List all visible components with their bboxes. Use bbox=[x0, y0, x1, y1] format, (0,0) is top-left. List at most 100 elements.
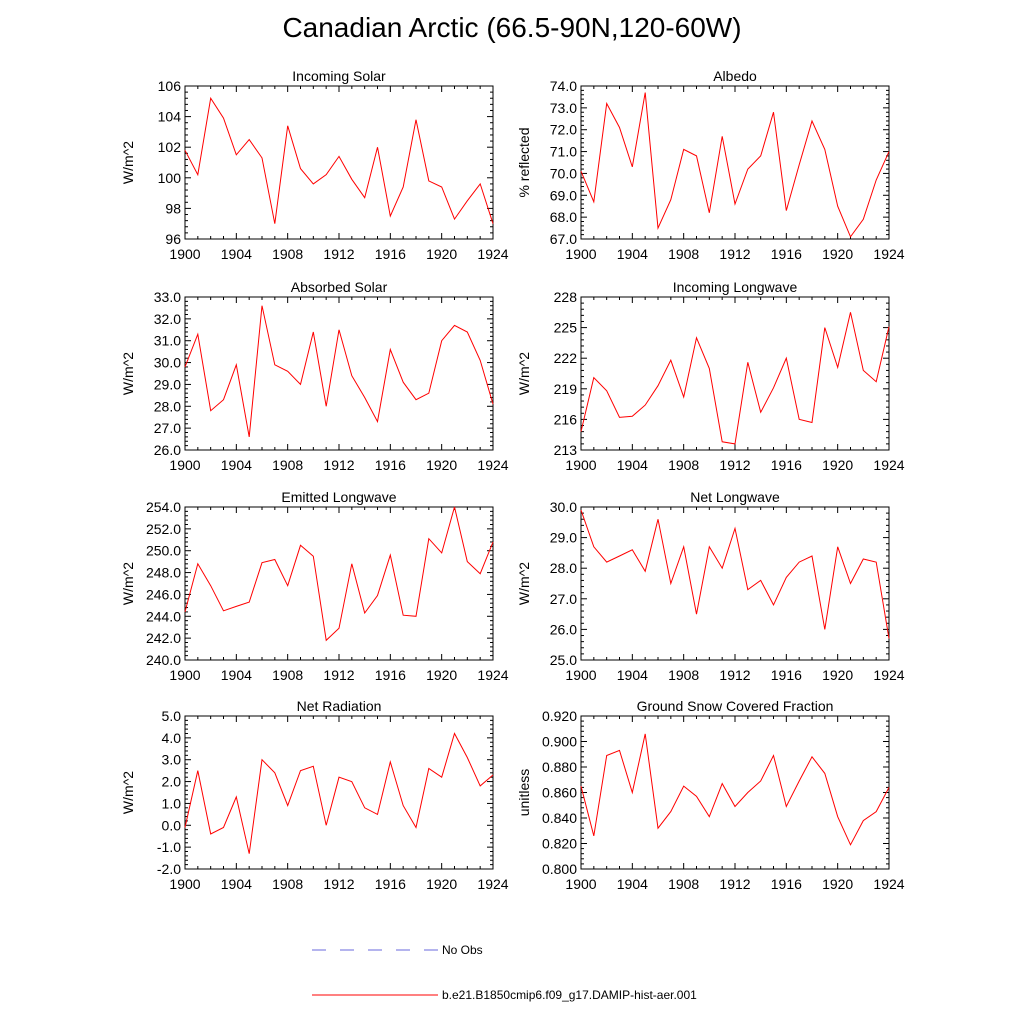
x-tick-label: 1912 bbox=[719, 876, 750, 892]
panel-absorbed-solar: Absorbed Solar W/m^2 26.0 27.0 28.0 29.0 30.0 3… bbox=[120, 279, 509, 473]
x-tick-label: 1900 bbox=[565, 667, 596, 683]
y-tick-label: 242.0 bbox=[146, 630, 181, 646]
panel-title: Incoming Solar bbox=[292, 68, 386, 84]
x-tick-label: 1916 bbox=[375, 876, 406, 892]
x-tick-label: 1908 bbox=[668, 667, 699, 683]
legend-label-no-obs: No Obs bbox=[442, 943, 483, 957]
y-tick-label: 5.0 bbox=[162, 708, 182, 724]
y-tick-label: 219 bbox=[554, 381, 578, 397]
x-tick-label: 1904 bbox=[221, 457, 252, 473]
y-tick-label: 213 bbox=[554, 442, 578, 458]
x-tick-label: 1912 bbox=[719, 667, 750, 683]
x-tick-label: 1904 bbox=[221, 876, 252, 892]
y-tick-label: 225 bbox=[554, 320, 578, 336]
y-tick-label: 4.0 bbox=[162, 730, 182, 746]
y-axis-label: unitless bbox=[516, 769, 532, 816]
x-tick-label: 1924 bbox=[873, 457, 904, 473]
panel-emitted-longwave: Emitted Longwave W/m^2 240.0 242.0 244.0 246.… bbox=[120, 489, 509, 683]
x-tick-label: 1908 bbox=[272, 246, 303, 262]
series-line-net-radiation bbox=[184, 732, 494, 854]
panel-title: Albedo bbox=[713, 68, 757, 84]
y-tick-label: 67.0 bbox=[550, 231, 577, 247]
x-tick-label: 1900 bbox=[565, 457, 596, 473]
x-tick-label: 1920 bbox=[426, 876, 457, 892]
y-tick-label: 28.0 bbox=[550, 560, 577, 576]
y-tick-label: 33.0 bbox=[154, 289, 181, 305]
x-tick-label: 1916 bbox=[771, 457, 802, 473]
y-tick-label: 72.0 bbox=[550, 122, 577, 138]
x-tick-label: 1924 bbox=[873, 667, 904, 683]
y-tick-label: 2.0 bbox=[162, 774, 182, 790]
x-tick-label: 1904 bbox=[221, 667, 252, 683]
y-tick-label: 71.0 bbox=[550, 144, 577, 160]
y-tick-label: 26.0 bbox=[154, 442, 181, 458]
x-tick-label: 1916 bbox=[771, 246, 802, 262]
panel-net-radiation: Net Radiation W/m^2 -2.0 -1.0 0.0 1.0 2.0 3.0 4.… bbox=[120, 698, 509, 892]
x-tick-label: 1908 bbox=[272, 457, 303, 473]
y-tick-label: 222 bbox=[554, 350, 578, 366]
x-tick-label: 1912 bbox=[323, 457, 354, 473]
y-tick-label: 246.0 bbox=[146, 586, 181, 602]
panel-title: Net Radiation bbox=[297, 698, 382, 714]
y-tick-label: 1.0 bbox=[162, 795, 182, 811]
y-tick-label: 0.820 bbox=[542, 836, 577, 852]
y-tick-label: 69.0 bbox=[550, 187, 577, 203]
plot-frame bbox=[184, 85, 494, 240]
y-tick-label: 70.0 bbox=[550, 165, 577, 181]
x-tick-label: 1912 bbox=[719, 246, 750, 262]
y-tick-label: 100 bbox=[158, 170, 182, 186]
figure-title: Canadian Arctic (66.5-90N,120-60W) bbox=[282, 12, 742, 43]
x-tick-label: 1904 bbox=[617, 246, 648, 262]
series-line-ground-snow-covered-fraction bbox=[580, 733, 890, 846]
y-tick-label: 96 bbox=[165, 231, 181, 247]
series-line-absorbed-solar bbox=[184, 305, 494, 437]
y-tick-label: 0.800 bbox=[542, 861, 577, 877]
y-tick-label: 228 bbox=[554, 289, 578, 305]
series-line-incoming-solar bbox=[184, 96, 494, 224]
y-tick-label: 68.0 bbox=[550, 209, 577, 225]
plot-frame bbox=[580, 715, 890, 870]
x-tick-label: 1900 bbox=[169, 876, 200, 892]
y-tick-label: 244.0 bbox=[146, 608, 181, 624]
panel-title: Emitted Longwave bbox=[281, 489, 396, 505]
x-tick-label: 1912 bbox=[719, 457, 750, 473]
series-line-incoming-longwave bbox=[580, 312, 890, 445]
y-tick-label: 240.0 bbox=[146, 652, 181, 668]
x-tick-label: 1908 bbox=[272, 876, 303, 892]
panel-title: Ground Snow Covered Fraction bbox=[637, 698, 834, 714]
x-tick-label: 1904 bbox=[617, 457, 648, 473]
y-axis-label: W/m^2 bbox=[120, 141, 136, 184]
panel-title: Net Longwave bbox=[690, 489, 780, 505]
x-tick-label: 1912 bbox=[323, 667, 354, 683]
y-tick-label: 31.0 bbox=[154, 333, 181, 349]
plot-frame bbox=[580, 85, 890, 240]
panel-net-longwave: Net Longwave W/m^2 25.0 26.0 27.0 28.0 29.0 30.… bbox=[516, 489, 905, 683]
x-tick-label: 1924 bbox=[477, 457, 508, 473]
y-tick-label: 0.860 bbox=[542, 785, 577, 801]
y-tick-label: 3.0 bbox=[162, 752, 182, 768]
y-tick-label: 98 bbox=[165, 200, 181, 216]
x-tick-label: 1920 bbox=[426, 457, 457, 473]
y-axis-label: W/m^2 bbox=[120, 352, 136, 395]
x-tick-label: 1920 bbox=[426, 667, 457, 683]
y-tick-label: 27.0 bbox=[550, 591, 577, 607]
x-tick-label: 1924 bbox=[873, 876, 904, 892]
y-tick-label: 26.0 bbox=[550, 621, 577, 637]
x-tick-label: 1916 bbox=[375, 457, 406, 473]
y-tick-label: 32.0 bbox=[154, 311, 181, 327]
legend: No Obs b.e21.B1850cmip6.f09_g17.DAMIP-hi… bbox=[312, 943, 697, 1002]
y-tick-label: 102 bbox=[158, 139, 182, 155]
x-tick-label: 1916 bbox=[375, 246, 406, 262]
x-tick-label: 1908 bbox=[272, 667, 303, 683]
y-axis-label: % reflected bbox=[516, 127, 532, 197]
x-tick-label: 1924 bbox=[477, 246, 508, 262]
x-tick-label: 1920 bbox=[822, 246, 853, 262]
x-tick-label: 1920 bbox=[426, 246, 457, 262]
panel-ground-snow-covered-fraction: Ground Snow Covered Fraction unitless 0.80… bbox=[516, 698, 905, 892]
x-tick-label: 1900 bbox=[169, 457, 200, 473]
plot-frame bbox=[580, 296, 890, 451]
y-tick-label: 73.0 bbox=[550, 100, 577, 116]
x-tick-label: 1916 bbox=[375, 667, 406, 683]
y-tick-label: -1.0 bbox=[157, 839, 181, 855]
